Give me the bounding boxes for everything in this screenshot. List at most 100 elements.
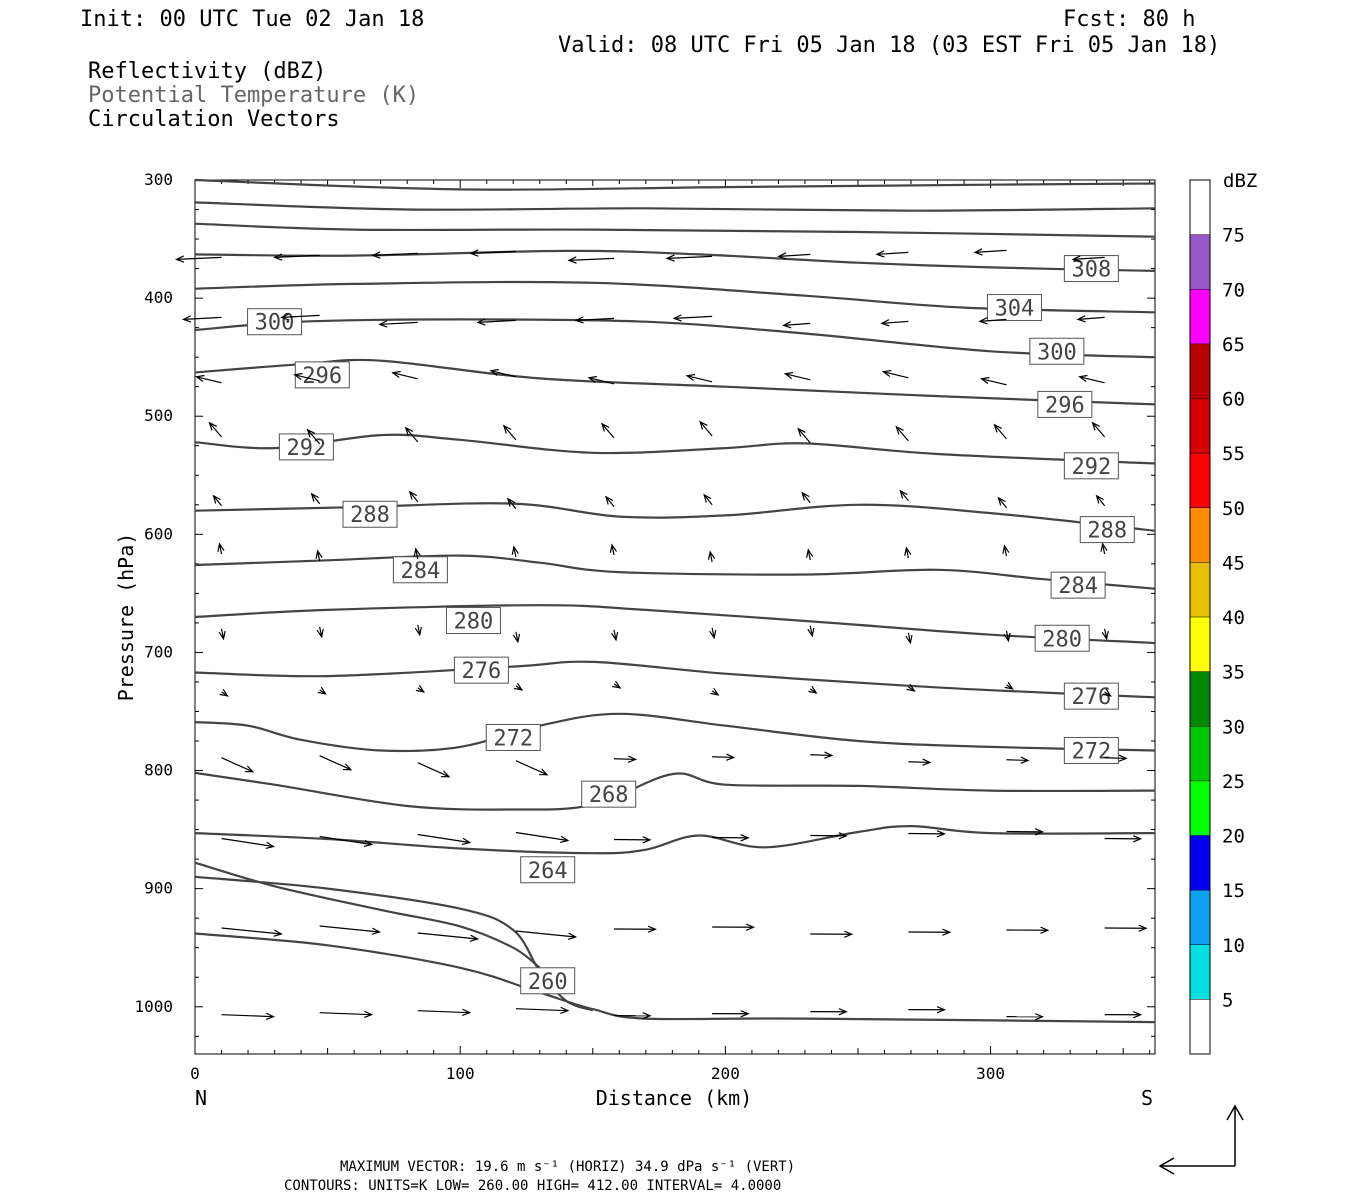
colorbar-level-25: 25 — [1222, 771, 1245, 793]
contour-label-304: 304 — [995, 297, 1035, 322]
vector-arrow — [319, 755, 353, 771]
vector-arrow — [417, 932, 480, 942]
colorbar-swatch-1 — [1190, 944, 1210, 1000]
x-tick-label-300: 300 — [976, 1064, 1005, 1083]
vector-arrow — [1101, 628, 1109, 641]
vector-arrow — [611, 629, 619, 642]
vector-arrow — [810, 1008, 848, 1016]
contour-line-308 — [194, 249, 1156, 272]
colorbar-level-55: 55 — [1222, 443, 1245, 465]
colorbar-swatch-11 — [1190, 398, 1210, 454]
vector-arrow — [371, 251, 418, 259]
contour-line-unlabeled-0 — [194, 178, 1156, 191]
colorbar-swatch-4 — [1190, 780, 1210, 836]
contour-label-268-box — [581, 780, 637, 808]
circulation-vectors — [174, 248, 1148, 1021]
vector-arrow — [513, 682, 524, 691]
colorbar-level-15: 15 — [1222, 880, 1245, 902]
contour-line-280 — [194, 604, 1156, 645]
valid-time: Valid: 08 UTC Fri 05 Jan 18 (03 EST Fri … — [558, 33, 1220, 58]
colorbar-level-35: 35 — [1222, 662, 1245, 684]
vector-arrow — [806, 548, 814, 561]
colorbar-swatch-15 — [1190, 180, 1210, 235]
max-vector-text: MAXIMUM VECTOR: 19.6 m s⁻¹ (HORIZ) 34.9 … — [340, 1159, 795, 1175]
vector-arrow — [417, 762, 451, 778]
vector-arrow — [1104, 754, 1128, 762]
colorbar-swatch-12 — [1190, 343, 1210, 399]
contour-label-292-right-box — [1063, 452, 1119, 480]
contour-line-284 — [194, 554, 1156, 590]
vector-arrow — [979, 376, 1007, 386]
contour-line-260 — [194, 932, 1156, 1024]
vector-arrow — [404, 426, 419, 443]
vector-arrow — [413, 547, 421, 560]
vector-arrow — [1006, 926, 1050, 934]
colorbar-swatch-0 — [1190, 999, 1210, 1054]
x-end-right: S — [1141, 1086, 1153, 1110]
contour-label-280-right-box — [1034, 624, 1090, 652]
y-axis-label: Pressure (hPa) — [114, 533, 138, 702]
vector-arrow — [1071, 255, 1105, 263]
vector-arrow — [1104, 1011, 1143, 1019]
contour-label-296-right: 296 — [1045, 393, 1085, 418]
vector-arrow — [319, 925, 381, 935]
vector-arrow — [908, 758, 932, 766]
vector-arrow — [810, 751, 834, 759]
vector-arrow — [1104, 835, 1143, 843]
theta-contours — [194, 178, 1156, 1024]
colorbar-unit: dBZ — [1223, 170, 1257, 192]
vector-arrow — [319, 1010, 374, 1019]
contour-label-276-right-box — [1063, 682, 1119, 710]
contour-label-300-box — [247, 308, 303, 336]
vector-arrow — [614, 925, 657, 933]
vector-arrow — [665, 254, 713, 262]
vector-arrow — [574, 316, 615, 324]
vector-arrow — [219, 688, 229, 697]
vector-arrow — [515, 831, 570, 844]
vector-arrow — [502, 424, 517, 441]
vector-arrow — [221, 927, 283, 937]
vector-arrow — [280, 313, 320, 321]
vector-arrow — [880, 319, 909, 327]
vector-arrow — [908, 1006, 946, 1014]
contour-line-268 — [194, 771, 1156, 811]
contour-label-264-box — [520, 856, 576, 884]
contour-label-268: 268 — [589, 783, 629, 808]
vector-legend-icon — [1158, 1104, 1244, 1175]
x-tick-label-200: 200 — [711, 1064, 740, 1083]
vector-arrow — [218, 628, 226, 641]
vector-arrow — [567, 256, 615, 264]
vector-arrow — [609, 543, 618, 556]
vector-arrow — [801, 491, 811, 504]
vector-arrow — [306, 428, 321, 445]
vector-arrow — [709, 627, 717, 640]
contour-label-296-right-box — [1037, 390, 1093, 418]
vector-arrow — [512, 631, 521, 644]
vector-arrow — [712, 753, 736, 761]
contour-label-272-right-box — [1063, 736, 1119, 764]
vector-arrow — [417, 1008, 472, 1017]
vector-arrow — [587, 375, 615, 385]
contour-label-272-right: 272 — [1071, 739, 1111, 764]
vector-arrow — [212, 494, 222, 507]
vector-arrow — [1006, 828, 1045, 836]
contour-label-280: 280 — [454, 610, 494, 635]
vector-arrow — [875, 250, 909, 258]
vector-arrow — [515, 1006, 570, 1015]
contour-line-unlabeled-1 — [194, 201, 1156, 212]
colorbar-swatch-6 — [1190, 671, 1210, 727]
vector-arrow — [1104, 924, 1148, 932]
colorbar-level-20: 20 — [1222, 826, 1245, 848]
vector-arrow — [469, 249, 516, 257]
vector-arrow — [1003, 630, 1011, 643]
colorbar-level-70: 70 — [1222, 279, 1245, 301]
vector-arrow — [612, 680, 622, 689]
vector-arrow — [810, 930, 854, 938]
y-tick-label-1000: 1000 — [134, 997, 173, 1016]
x-end-left: N — [195, 1086, 207, 1110]
vector-arrow — [712, 923, 756, 931]
contour-label-260-box — [520, 967, 576, 995]
vector-arrow — [807, 625, 815, 638]
vector-arrow — [181, 315, 222, 323]
